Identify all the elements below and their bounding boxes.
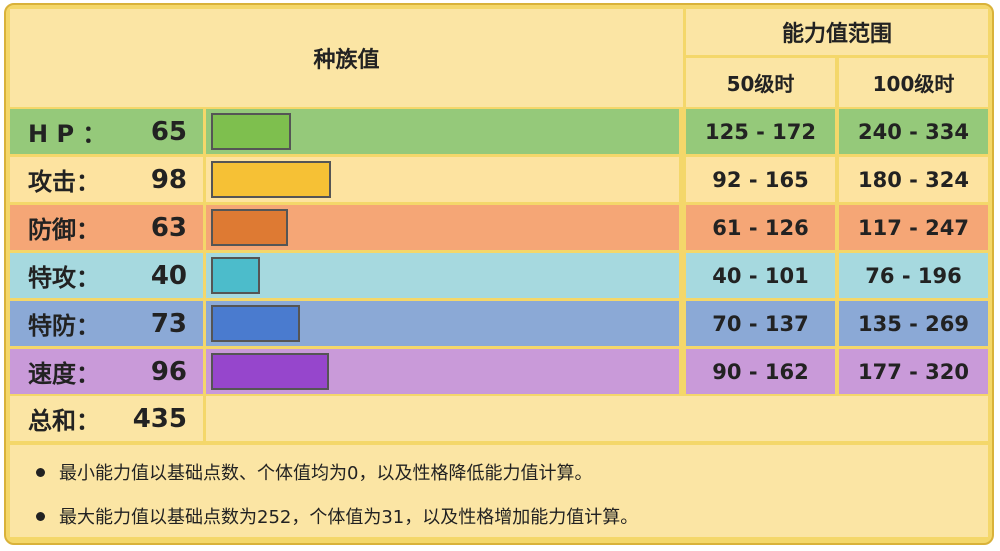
base-stats-header: 种族值 [10,9,683,107]
range-100-cell: 177 - 320 [839,349,988,394]
stat-bar [211,353,329,390]
stat-bar [211,305,300,342]
note-item: 最大能力值以基础点数为252，个体值为31，以及性格增加能力值计算。 [36,503,638,529]
stat-bar-cell [206,253,679,298]
level100-header: 100级时 [839,58,988,107]
stat-value: 63 [150,212,187,243]
stat-name: 速度： [28,360,100,388]
range-50-text: 125 - 172 [704,119,816,144]
stat-bar-cell [206,301,679,346]
total-value: 435 [132,403,187,434]
note-text: 最小能力值以基础点数、个体值均为0，以及性格降低能力值计算。 [59,463,593,484]
range-50-text: 70 - 137 [712,311,809,336]
stat-name: H P ： [28,120,107,148]
stat-bar-cell [206,157,679,202]
stat-name: 特防： [28,312,100,340]
stat-bar [211,257,260,294]
range-50-cell: 90 - 162 [686,349,835,394]
bullet-icon [36,467,45,477]
stat-bar [211,113,291,150]
range-50-cell: 61 - 126 [686,205,835,250]
range-100-text: 135 - 269 [857,311,969,336]
stat-label-cell: 防御： 63 [10,205,203,250]
stat-bar-cell [206,349,679,394]
note-text: 最大能力值以基础点数为252，个体值为31，以及性格增加能力值计算。 [59,507,639,528]
note-item: 最小能力值以基础点数、个体值均为0，以及性格降低能力值计算。 [36,459,592,485]
total-label: 总和： [28,407,100,435]
stat-name: 防御： [28,216,100,244]
range-100-text: 76 - 196 [865,263,962,288]
stat-label-cell: 速度： 96 [10,349,203,394]
stat-value: 40 [150,260,187,291]
stat-label-cell: 攻击： 98 [10,157,203,202]
range-50-cell: 70 - 137 [686,301,835,346]
range-50-cell: 92 - 165 [686,157,835,202]
stat-value: 73 [150,308,187,339]
stat-value: 98 [150,164,187,195]
range-100-cell: 135 - 269 [839,301,988,346]
range-100-text: 180 - 324 [857,167,969,192]
range-100-text: 177 - 320 [857,359,969,384]
stat-value: 96 [150,356,187,387]
stat-bar-cell [206,205,679,250]
range-50-text: 90 - 162 [712,359,809,384]
total-label-cell: 总和： 435 [10,396,203,441]
stat-label-cell: 特防： 73 [10,301,203,346]
level50-header: 50级时 [686,58,835,107]
level50-header-text: 50级时 [726,72,795,96]
bullet-icon [36,511,45,521]
range-50-text: 92 - 165 [712,167,809,192]
range-100-text: 240 - 334 [857,119,969,144]
range-100-cell: 240 - 334 [839,109,988,154]
stat-bar [211,161,331,198]
stat-label-cell: H P ： 65 [10,109,203,154]
stats-table: 种族值 能力值范围 50级时 100级时 H P ： 65 125 - 172 240… [4,3,994,545]
stat-label-cell: 特攻： 40 [10,253,203,298]
range-50-cell: 125 - 172 [686,109,835,154]
level100-header-text: 100级时 [872,72,955,96]
notes-panel: 最小能力值以基础点数、个体值均为0，以及性格降低能力值计算。 最大能力值以基础点… [10,445,988,537]
stat-range-header-text: 能力值范围 [781,22,892,47]
range-50-cell: 40 - 101 [686,253,835,298]
base-stats-header-text: 种族值 [313,48,380,73]
total-empty-cell [206,396,988,441]
stat-name: 特攻： [28,264,100,292]
range-100-cell: 117 - 247 [839,205,988,250]
range-50-text: 40 - 101 [712,263,809,288]
stat-range-header: 能力值范围 [686,9,988,55]
range-100-cell: 76 - 196 [839,253,988,298]
range-50-text: 61 - 126 [712,215,809,240]
stat-bar-cell [206,109,679,154]
range-100-cell: 180 - 324 [839,157,988,202]
stat-name: 攻击： [28,168,100,196]
stat-value: 65 [150,116,187,147]
range-100-text: 117 - 247 [857,215,969,240]
stat-bar [211,209,288,246]
